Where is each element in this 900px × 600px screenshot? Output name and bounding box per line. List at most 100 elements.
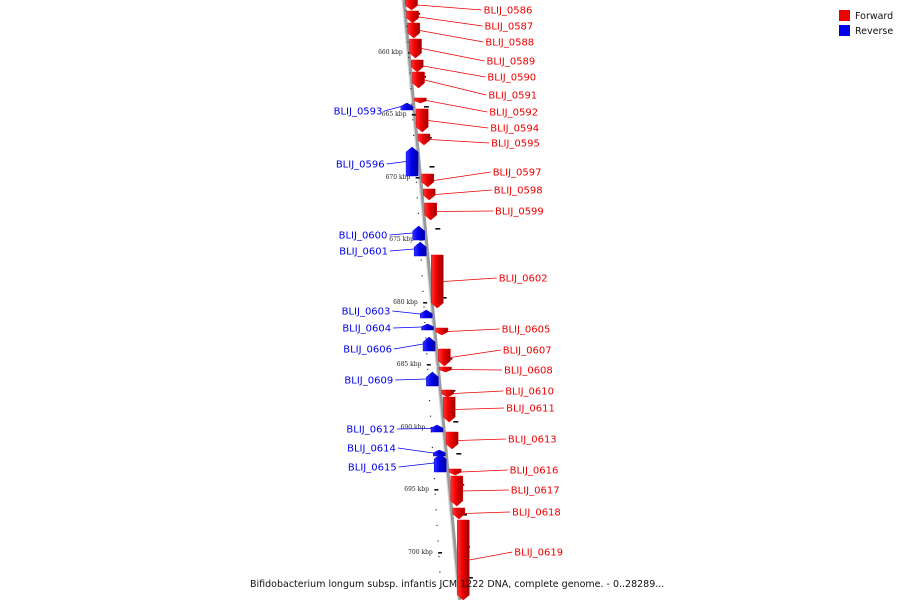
gene-label[interactable]: BLIJ_0596 <box>336 160 385 171</box>
gene-label[interactable]: BLIJ_0617 <box>511 486 560 497</box>
gene-label[interactable]: BLIJ_0587 <box>485 22 534 33</box>
gene-arrow-blij-0592[interactable] <box>414 97 427 104</box>
gene-label[interactable]: BLIJ_0590 <box>487 73 536 84</box>
gene-label[interactable]: BLIJ_0606 <box>343 345 392 356</box>
gene-arrow-blij-0596[interactable] <box>405 146 419 177</box>
strand-tick <box>423 106 429 108</box>
strand-tick <box>456 453 462 455</box>
scale-dot <box>410 88 412 90</box>
gene-arrow-blij-0615[interactable] <box>433 453 447 473</box>
gene-leader-line <box>455 407 505 410</box>
gene-label[interactable]: BLIJ_0588 <box>485 38 534 49</box>
genome-caption: Bifidobacterium longum subsp. infantis J… <box>250 579 664 590</box>
gene-arrow-blij-0589[interactable] <box>409 38 422 59</box>
gene-leader-line <box>419 30 484 43</box>
gene-leader-line <box>389 232 413 236</box>
gene-label[interactable]: BLIJ_0619 <box>514 548 563 559</box>
gene-label[interactable]: BLIJ_0604 <box>342 324 391 335</box>
gene-label[interactable]: BLIJ_0610 <box>505 387 554 398</box>
scale-label: 665 kbp <box>382 111 407 118</box>
gene-label[interactable]: BLIJ_0586 <box>484 6 533 17</box>
gene-label[interactable]: BLIJ_0598 <box>494 186 543 197</box>
gene-label[interactable]: BLIJ_0594 <box>490 124 539 135</box>
gene-label[interactable]: BLIJ_0615 <box>348 463 397 474</box>
gene-arrow-blij-0617[interactable] <box>450 475 464 507</box>
scale-label: 660 kbp <box>378 49 403 56</box>
scale-dot <box>440 587 442 589</box>
gene-label[interactable]: BLIJ_0602 <box>499 274 548 285</box>
gene-label[interactable]: BLIJ_0616 <box>510 466 559 477</box>
gene-label[interactable]: BLIJ_0591 <box>488 91 537 102</box>
scale-dot <box>415 181 418 183</box>
gene-label[interactable]: BLIJ_0597 <box>493 168 542 179</box>
gene-label[interactable]: BLIJ_0593 <box>334 107 383 118</box>
gene-label[interactable]: BLIJ_0592 <box>489 108 538 119</box>
gene-leader-line <box>386 161 407 165</box>
gene-label[interactable]: BLIJ_0600 <box>339 231 388 242</box>
gene-leader-line <box>461 469 508 473</box>
gene-arrow-blij-0594[interactable] <box>415 108 429 133</box>
gene-arrow-blij-0593[interactable] <box>400 102 414 111</box>
gene-leader-line <box>398 462 435 468</box>
gene-arrow-blij-0598[interactable] <box>422 188 436 201</box>
gene-label[interactable]: BLIJ_0601 <box>339 247 388 258</box>
gene-arrow-blij-0601[interactable] <box>413 241 427 257</box>
gene-arrow-blij-0591[interactable] <box>412 71 425 89</box>
strand-tick <box>429 166 435 168</box>
gene-arrow-blij-0609[interactable] <box>426 371 439 387</box>
scale-dot <box>436 524 438 526</box>
gene-label[interactable]: BLIJ_0595 <box>491 139 540 150</box>
gene-arrow-blij-0587[interactable] <box>406 10 419 24</box>
scale-mark <box>426 364 431 366</box>
gene-leader-line <box>450 349 501 358</box>
gene-arrow-blij-0597[interactable] <box>421 173 435 188</box>
gene-label[interactable]: BLIJ_0607 <box>503 346 552 357</box>
scale-label: 695 kbp <box>404 486 429 493</box>
scale-dot <box>420 259 422 261</box>
gene-label[interactable]: BLIJ_0603 <box>342 307 391 318</box>
gene-arrow-blij-0604[interactable] <box>421 323 434 331</box>
gene-arrow-blij-0590[interactable] <box>410 59 424 73</box>
gene-label[interactable]: BLIJ_0613 <box>508 435 557 446</box>
gene-label[interactable]: BLIJ_0609 <box>344 376 393 387</box>
gene-label[interactable]: BLIJ_0599 <box>495 207 544 218</box>
gene-arrow-blij-0610[interactable] <box>441 389 454 398</box>
gene-arrow-blij-0602[interactable] <box>431 254 444 309</box>
gene-leader-line <box>451 369 503 371</box>
gene-label[interactable]: BLIJ_0608 <box>504 366 553 377</box>
gene-label[interactable]: BLIJ_0618 <box>512 508 561 519</box>
gene-label[interactable]: BLIJ_0614 <box>347 444 396 455</box>
gene-arrow-blij-0603[interactable] <box>420 309 433 319</box>
gene-leader-line <box>421 48 485 62</box>
gene-arrow-blij-0613[interactable] <box>445 431 459 450</box>
scale-mark <box>438 552 443 554</box>
gene-leader-line <box>464 511 511 514</box>
strand-tick <box>462 514 467 516</box>
gene-label[interactable]: BLIJ_0612 <box>346 425 395 436</box>
gene-arrow-blij-0595[interactable] <box>417 133 431 146</box>
scale-dot <box>429 400 431 402</box>
scale-label: 700 kbp <box>408 549 433 556</box>
scale-dot <box>437 540 439 542</box>
gene-arrow-blij-0618[interactable] <box>452 507 466 520</box>
gene-arrow-blij-0605[interactable] <box>435 327 449 336</box>
gene-leader-line <box>417 4 482 11</box>
gene-arrow-blij-0619[interactable] <box>457 519 470 600</box>
gene-arrow-blij-0606[interactable] <box>422 336 436 352</box>
legend: Forward Reverse <box>839 10 893 37</box>
gene-arrow-blij-0608[interactable] <box>439 366 452 373</box>
gene-arrow-blij-0611[interactable] <box>442 396 456 423</box>
gene-arrow-blij-0600[interactable] <box>412 225 425 241</box>
gene-arrow-blij-0599[interactable] <box>424 202 437 221</box>
gene-label[interactable]: BLIJ_0589 <box>487 57 536 68</box>
gene-leader-line <box>429 139 490 144</box>
gene-arrow-blij-0612[interactable] <box>430 424 444 433</box>
gene-label[interactable]: BLIJ_0611 <box>506 404 555 415</box>
scale-dot <box>421 275 423 277</box>
gene-arrow-blij-0607[interactable] <box>438 348 451 367</box>
gene-arrow-blij-0616[interactable] <box>448 468 462 476</box>
gene-arrow-blij-0588[interactable] <box>407 22 421 39</box>
gene-label[interactable]: BLIJ_0605 <box>502 325 551 336</box>
gene-arrow-blij-0586[interactable] <box>405 0 418 11</box>
